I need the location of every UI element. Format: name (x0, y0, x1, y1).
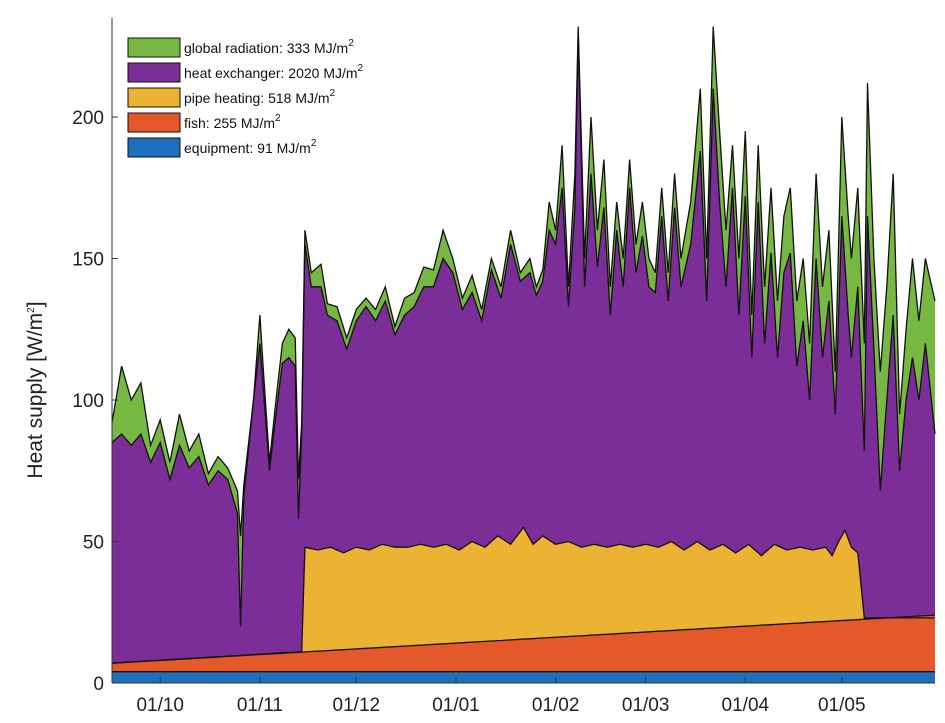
y-tick-label: 100 (72, 391, 104, 412)
x-tick-label: 01/04 (722, 695, 770, 716)
x-tick-label: 01/11 (237, 695, 283, 716)
y-tick-label: 0 (93, 674, 104, 695)
x-tick-label: 01/01 (432, 695, 480, 716)
x-tick-label: 01/12 (333, 695, 381, 716)
legend-swatch-global (128, 38, 180, 57)
legend: global radiation: 333 MJ/m2 heat exchange… (128, 38, 364, 157)
y-ticks: 0 50 100 150 200 (72, 108, 118, 695)
y-tick-label: 200 (72, 108, 104, 129)
legend-label-pipe: pipe heating: 518 MJ/m2 (184, 88, 336, 106)
y-tick-label: 50 (83, 533, 104, 554)
legend-swatch-equip (128, 138, 180, 157)
x-tick-label: 01/02 (532, 695, 580, 716)
legend-label-fish: fish: 255 MJ/m2 (184, 113, 281, 131)
legend-swatch-pipe (128, 88, 180, 107)
legend-swatch-fish (128, 113, 180, 132)
x-tick-label: 01/10 (136, 695, 184, 716)
y-axis-title: Heat supply [W/m2] (24, 301, 47, 478)
legend-label-hx: heat exchanger: 2020 MJ/m2 (184, 63, 364, 81)
legend-swatch-hx (128, 63, 180, 82)
x-tick-label: 01/05 (818, 695, 866, 716)
x-tick-label: 01/03 (622, 695, 670, 716)
legend-label-global: global radiation: 333 MJ/m2 (184, 38, 354, 56)
legend-label-equip: equipment: 91 MJ/m2 (184, 138, 317, 156)
area-equip (112, 672, 935, 683)
y-tick-label: 150 (72, 250, 104, 271)
